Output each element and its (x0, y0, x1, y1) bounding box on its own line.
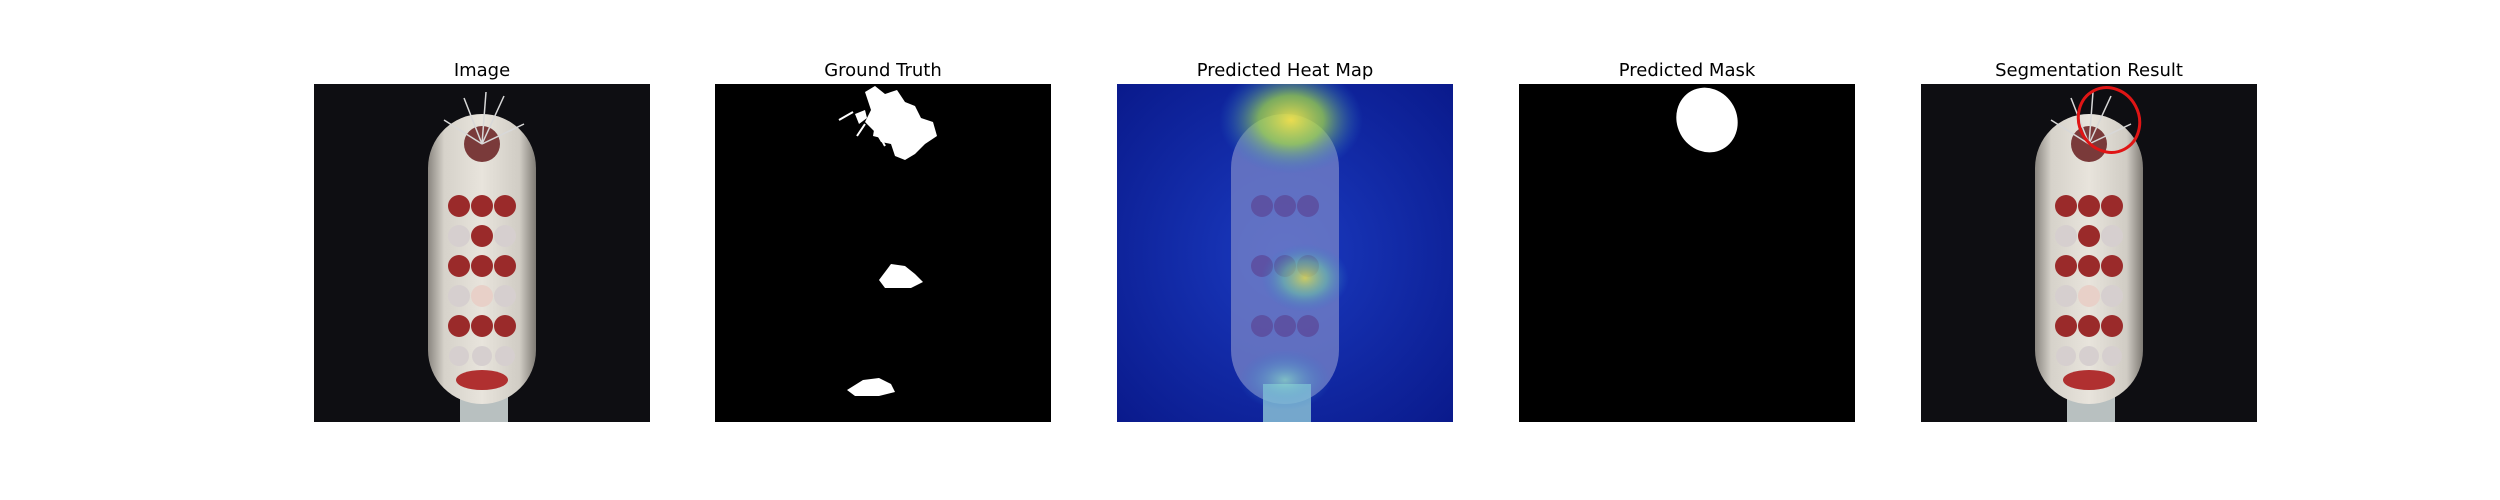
heat-hotspot-bottom (1239, 350, 1331, 410)
panel-heat-map: Predicted Heat Map (1117, 0, 1453, 500)
heat-hotspot-top (1219, 84, 1363, 174)
bristle-tufts (448, 126, 516, 390)
panel-title-heat-map: Predicted Heat Map (1196, 60, 1374, 81)
panel-ground-truth: Ground Truth (715, 0, 1051, 500)
panel-predicted-mask: Predicted Mask (1519, 0, 1855, 500)
result-frayed-bristles (2050, 91, 2132, 145)
defect-bristle-strands (838, 111, 886, 147)
predicted-defect-blob (1676, 87, 1738, 153)
panel-title-image: Image (453, 60, 511, 81)
predicted-mask-view (1519, 84, 1855, 422)
image-view (314, 84, 650, 422)
ground-truth-mask (715, 84, 1051, 422)
defect-region-bottom (847, 378, 895, 396)
panel-image: Image (314, 0, 650, 500)
segmentation-contour (2076, 86, 2142, 154)
panel-segmentation-result: Segmentation Result (1921, 0, 2257, 500)
defect-region-middle (879, 264, 923, 288)
heat-map-view (1117, 84, 1453, 422)
segmentation-result-view (1921, 84, 2257, 422)
panel-title-ground-truth: Ground Truth (824, 60, 942, 81)
panel-title-predicted-mask: Predicted Mask (1618, 60, 1756, 81)
frayed-bristles (443, 91, 525, 145)
panel-title-segmentation-result: Segmentation Result (1995, 60, 2183, 81)
heat-hotspot-middle (1261, 244, 1349, 312)
